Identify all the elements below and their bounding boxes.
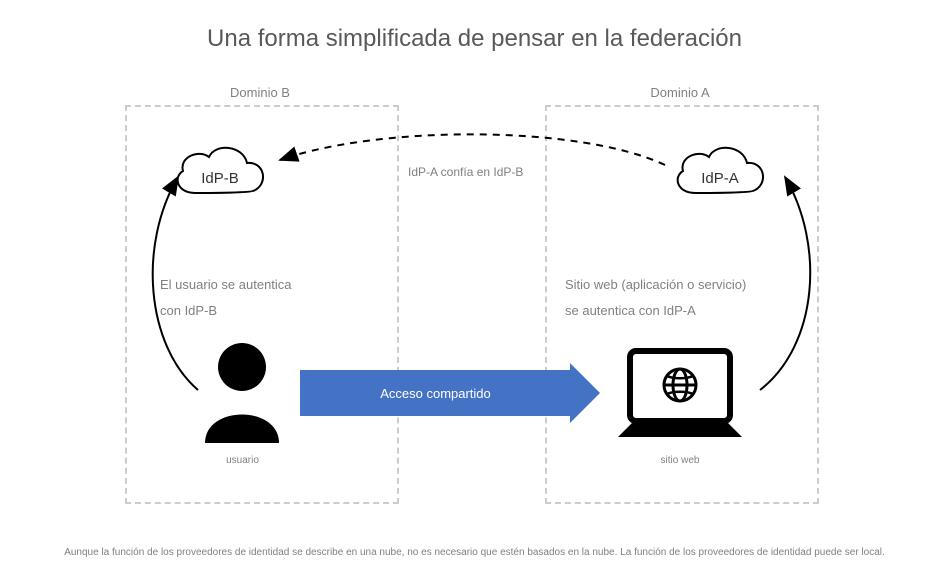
cloud-idp-b-label: IdP-B	[165, 170, 275, 187]
domain-a-auth-line2: se autentica con IdP-A	[565, 298, 805, 324]
domain-b-label: Dominio B	[125, 85, 395, 100]
laptop-icon	[610, 345, 750, 445]
domain-a-auth-line1: Sitio web (aplicación o servicio)	[565, 272, 805, 298]
trust-label: IdP-A confía en IdP-B	[408, 165, 523, 179]
cloud-idp-a-label: IdP-A	[665, 170, 775, 187]
footnote-text: Aunque la función de los proveedores de …	[0, 547, 949, 558]
website-label: sitio web	[610, 455, 750, 466]
user-icon	[195, 335, 290, 445]
domain-b-auth-line2: con IdP-B	[160, 298, 380, 324]
user-label: usuario	[195, 455, 290, 466]
domain-b-auth-text: El usuario se autentica con IdP-B	[160, 272, 380, 324]
access-arrow-head	[570, 363, 600, 423]
cloud-idp-b: IdP-B	[165, 135, 275, 205]
domain-a-auth-text: Sitio web (aplicación o servicio) se aut…	[565, 272, 805, 324]
access-arrow-label: Acceso compartido	[380, 386, 491, 401]
cloud-idp-a: IdP-A	[665, 135, 775, 205]
access-arrow: Acceso compartido	[300, 370, 600, 416]
domain-a-label: Dominio A	[545, 85, 815, 100]
domain-b-auth-line1: El usuario se autentica	[160, 272, 380, 298]
diagram-title: Una forma simplificada de pensar en la f…	[0, 25, 949, 53]
